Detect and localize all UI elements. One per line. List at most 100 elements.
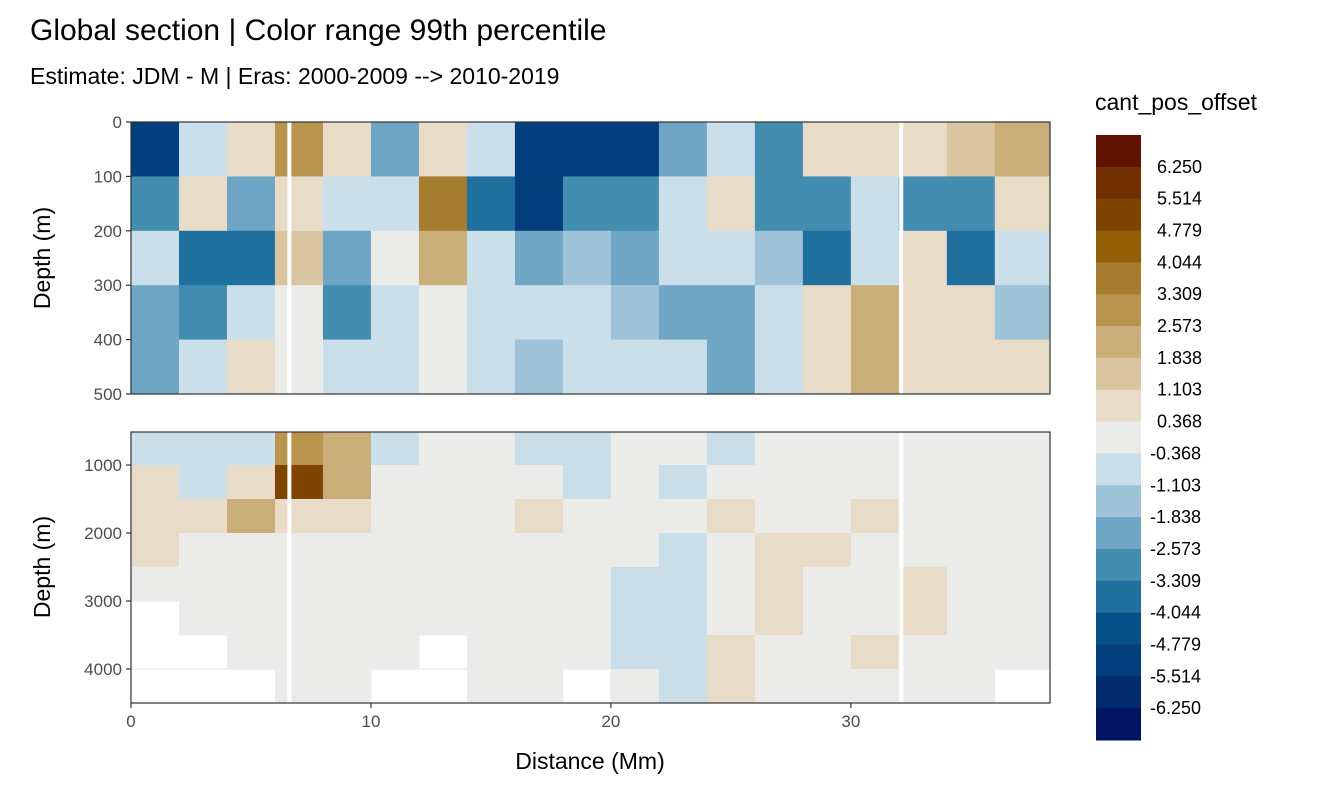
data-cell (274, 176, 324, 232)
data-cell (514, 532, 564, 568)
legend-label: -4.044 (1150, 603, 1201, 623)
data-cell (418, 566, 468, 602)
data-cell (226, 532, 276, 568)
data-cell (226, 122, 276, 177)
data-cell (610, 122, 660, 177)
data-cell (898, 122, 948, 177)
data-cell (994, 600, 1051, 636)
legend-label: 3.309 (1157, 284, 1202, 304)
data-cell (274, 498, 324, 534)
data-cell (994, 532, 1051, 568)
legend-swatch (1096, 326, 1141, 359)
panel-upper: 0 100 200 300 400 500 (94, 113, 1051, 404)
legend-swatch (1096, 135, 1141, 168)
legend-swatch (1096, 230, 1141, 263)
y-tick-label: 0 (113, 113, 122, 132)
x-tick-label: 20 (601, 712, 620, 731)
data-gap (287, 122, 292, 394)
data-cell (562, 339, 612, 395)
legend-swatch (1096, 517, 1141, 550)
legend-swatch (1096, 357, 1141, 391)
legend-swatch (1096, 262, 1141, 295)
y-tick-label: 4000 (84, 660, 122, 679)
data-cell (706, 668, 756, 704)
data-cell (610, 600, 660, 636)
data-cell (946, 566, 996, 602)
data-cell (994, 339, 1051, 395)
legend-label: 2.573 (1157, 316, 1202, 336)
data-cell (322, 498, 372, 534)
data-cell (178, 176, 228, 232)
data-cell (226, 566, 276, 602)
data-cell (706, 122, 756, 177)
data-cell (370, 498, 420, 534)
data-cell (562, 230, 612, 286)
data-cell (418, 176, 468, 232)
data-cell (178, 464, 228, 500)
data-cell (514, 285, 564, 341)
legend: 6.250 5.514 4.779 4.044 3.309 2.573 1.838 1.103… (1096, 135, 1202, 741)
y-tick-label: 2000 (84, 524, 122, 543)
data-cell (754, 285, 804, 341)
data-cell (898, 230, 948, 286)
data-cell (178, 230, 228, 286)
data-cell (418, 600, 468, 636)
data-cell (802, 668, 852, 704)
data-cell (226, 176, 276, 232)
data-cell (802, 498, 852, 534)
y-tick-label: 400 (94, 331, 122, 350)
data-cell (658, 339, 708, 395)
data-cell (754, 176, 804, 232)
chart-title: Global section | Color range 99th percen… (30, 14, 606, 47)
data-cell (610, 634, 660, 670)
data-cell (754, 230, 804, 286)
data-cell (322, 339, 372, 395)
data-cell (514, 668, 564, 704)
data-cell (322, 668, 372, 704)
data-cell (658, 230, 708, 286)
legend-label: 0.368 (1157, 412, 1202, 432)
data-cell (131, 464, 180, 500)
legend-label: 1.103 (1157, 380, 1202, 400)
data-cell (994, 285, 1051, 341)
data-cell (898, 432, 948, 466)
data-cell (514, 230, 564, 286)
legend-swatch (1096, 708, 1141, 741)
data-cell (850, 668, 900, 704)
data-cell (850, 285, 900, 341)
data-cell (418, 532, 468, 568)
data-cell (322, 532, 372, 568)
data-cell (754, 122, 804, 177)
panel-border (130, 431, 1051, 704)
data-cell (994, 634, 1051, 670)
data-cell (802, 432, 852, 466)
data-cell (562, 176, 612, 232)
legend-label: -4.779 (1150, 634, 1201, 654)
data-cell (226, 634, 276, 670)
data-cell (610, 432, 660, 466)
data-cell (131, 498, 180, 534)
data-cell (322, 122, 372, 177)
data-cell (322, 432, 372, 466)
data-cell (610, 176, 660, 232)
data-cell (178, 122, 228, 177)
data-cell (131, 230, 180, 286)
data-cell (466, 339, 516, 395)
data-cell (370, 464, 420, 500)
legend-swatch (1096, 676, 1141, 709)
data-cell (514, 600, 564, 636)
data-cell (610, 285, 660, 341)
legend-swatch (1096, 485, 1141, 518)
data-cell (370, 634, 420, 670)
data-cell (850, 600, 900, 636)
data-cell (274, 668, 324, 704)
data-cell (466, 464, 516, 500)
panel-border (130, 121, 1051, 395)
data-cell (466, 634, 516, 670)
data-cell (610, 339, 660, 395)
data-cell (706, 634, 756, 670)
data-cell (418, 122, 468, 177)
data-cell (754, 464, 804, 500)
data-cell (802, 122, 852, 177)
x-axis-label: Distance (Mm) (515, 748, 665, 774)
